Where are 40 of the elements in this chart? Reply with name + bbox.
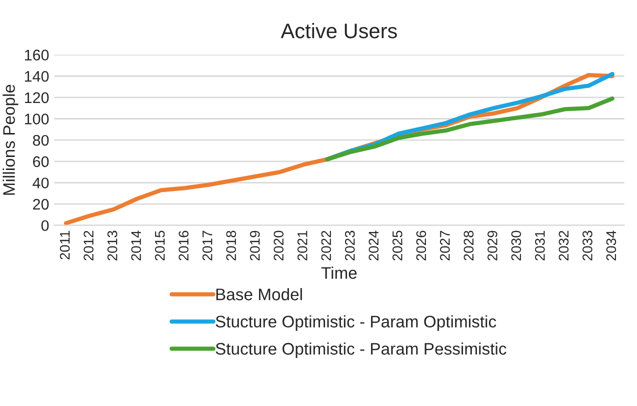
y-tick-label: 0 xyxy=(41,220,49,232)
x-tick-label: 2033 xyxy=(582,230,592,260)
y-tick-label: 60 xyxy=(33,156,49,168)
x-tick-label: 2034 xyxy=(606,230,616,260)
x-tick-label: 2024 xyxy=(368,230,379,260)
legend-label: Stucture Optimistic - Param Optimistic xyxy=(216,315,496,331)
x-tick-label: 2032 xyxy=(558,230,569,260)
x-tick-label: 2027 xyxy=(440,230,450,260)
x-tick-label: 2028 xyxy=(464,230,474,260)
x-tick-label: 2019 xyxy=(250,230,260,260)
x-tick-label: 2017 xyxy=(202,230,212,260)
legend-label: Stucture Optimistic - Param Pessimistic xyxy=(216,342,506,358)
y-tick-label: 40 xyxy=(32,178,49,188)
x-tick-label: 2025 xyxy=(392,230,402,260)
x-tick-label: 2029 xyxy=(488,230,498,260)
x-tick-label: 2020 xyxy=(274,230,284,260)
x-tick-label: 2026 xyxy=(416,230,426,260)
x-axis-title: Time xyxy=(321,266,357,279)
y-tick-label: 120 xyxy=(24,92,49,104)
y-tick-label: 160 xyxy=(24,50,49,60)
x-tick-label: 2023 xyxy=(344,230,355,260)
y-axis-title: Millions People xyxy=(2,84,18,195)
x-tick-label: 2030 xyxy=(511,230,522,260)
line-series xyxy=(325,96,614,162)
y-tick-label: 140 xyxy=(24,70,49,82)
y-tick-label: 80 xyxy=(32,134,49,146)
x-tick-label: 2021 xyxy=(297,230,308,260)
chart-title: Active Users xyxy=(280,23,397,38)
x-tick-label: 2018 xyxy=(226,230,236,260)
x-tick-label: 2031 xyxy=(535,230,545,260)
legend-label: Base Model xyxy=(216,288,302,300)
x-tick-label: 2011 xyxy=(60,230,70,260)
x-tick-label: 2013 xyxy=(107,230,118,260)
x-tick-label: 2016 xyxy=(178,230,189,260)
x-tick-label: 2015 xyxy=(154,230,165,260)
x-tick-label: 2014 xyxy=(131,230,142,260)
x-tick-label: 2012 xyxy=(84,230,94,260)
x-tick-label: 2022 xyxy=(321,230,332,260)
y-tick-label: 100 xyxy=(24,114,49,124)
y-tick-label: 20 xyxy=(33,198,49,210)
